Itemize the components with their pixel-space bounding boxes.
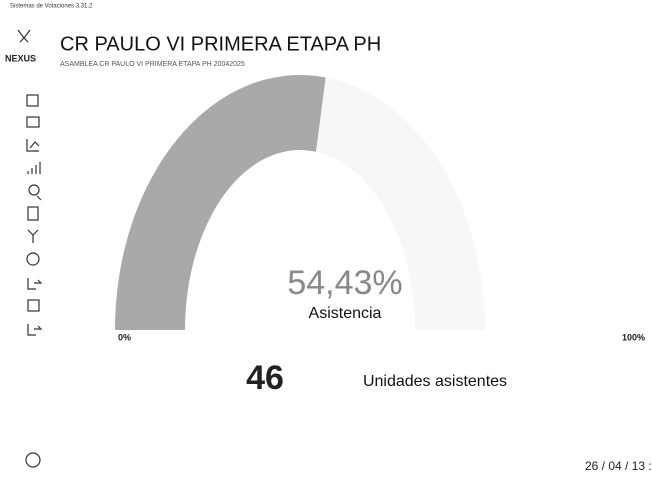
gauge-min: 0% [118,332,131,342]
icon[interactable] [27,229,39,243]
gauge-label: Asistencia [309,305,382,322]
logo: NEXUS [5,29,36,63]
icon[interactable] [27,278,43,290]
timestamp: 26 / 04 / 13 :24 [585,459,652,473]
icon[interactable] [26,252,40,266]
title: CR PAULO VI PRIMERA ETAPA PH [60,33,381,55]
icon[interactable] [26,94,39,107]
app-version: Sistemas de Votaciones 3.31.2 [10,4,93,10]
logo-text: NEXUS [5,53,36,63]
gauge-max: 100% [622,332,645,342]
icon[interactable] [27,206,39,221]
icon[interactable] [26,139,40,152]
gauge-fill [115,74,326,330]
icon[interactable] [28,184,42,201]
icon[interactable] [26,116,40,128]
sidebar[interactable] [25,94,43,468]
icon[interactable] [27,162,41,174]
icon[interactable] [27,324,43,336]
units-count: 46 [246,359,284,397]
units-label: Unidades asistentes [363,373,507,390]
icon[interactable] [27,299,40,312]
subtitle: ASAMBLEA CR PAULO VI PRIMERA ETAPA PH 20… [60,61,245,68]
icon[interactable] [25,452,41,468]
gauge-value: 54,43% [287,264,402,302]
